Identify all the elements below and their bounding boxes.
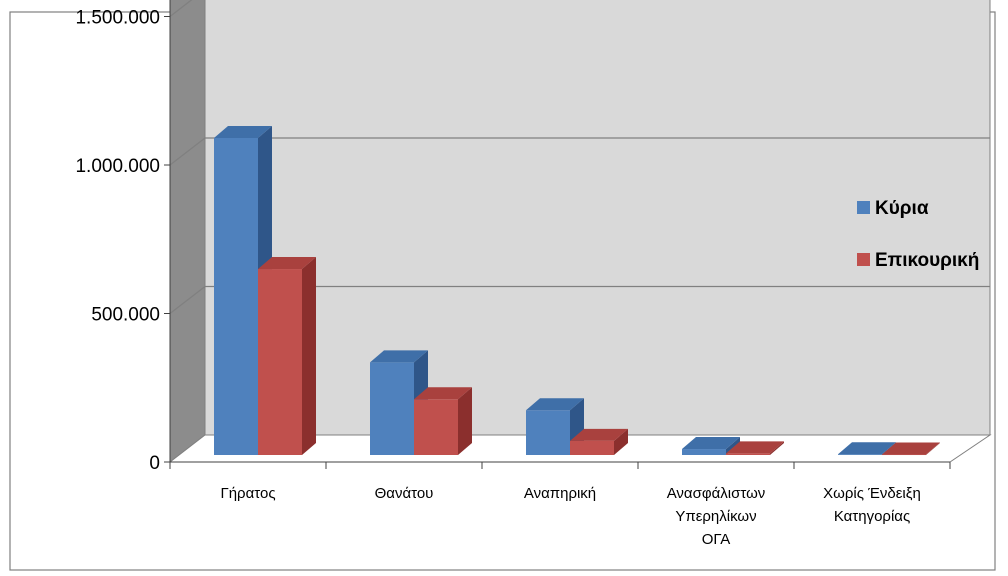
y-tick-label: 1.000.000 xyxy=(75,156,160,177)
legend-label: Επικουρική xyxy=(875,250,979,271)
bar-top xyxy=(838,442,896,455)
category-label: Χωρίς Ένδειξη xyxy=(823,485,921,502)
bar-front xyxy=(726,453,770,455)
bar-front xyxy=(882,454,926,456)
bar-side xyxy=(458,387,472,455)
bar-top xyxy=(882,442,940,455)
bar-top xyxy=(414,387,472,400)
category-label: Ανασφάλιστων xyxy=(667,485,766,502)
y-tick-label: 1.500.000 xyxy=(75,8,160,29)
bar-front xyxy=(682,449,726,455)
bar-top xyxy=(526,398,584,411)
legend-swatch xyxy=(857,253,870,266)
bar-front xyxy=(214,138,258,455)
bar-front xyxy=(258,269,302,455)
category-label: Αναπηρική xyxy=(524,485,596,502)
gridline-side xyxy=(169,137,206,166)
bar-top xyxy=(214,126,272,138)
back-wall xyxy=(204,0,991,436)
category-label: Κατηγορίας xyxy=(834,508,910,525)
legend-label: Κύρια xyxy=(875,198,929,219)
bar-side xyxy=(614,428,628,455)
bar-front xyxy=(370,362,414,455)
bar-side xyxy=(770,441,784,455)
bar-front xyxy=(838,454,882,455)
bar-top xyxy=(370,350,428,363)
y-tick-label: 500.000 xyxy=(91,305,160,326)
category-label: Γήρατος xyxy=(220,485,275,502)
bar-top xyxy=(682,437,740,450)
bar-front xyxy=(570,440,614,455)
bar-side xyxy=(926,442,940,455)
y-tick-label: 0 xyxy=(149,453,160,474)
bar-side xyxy=(302,257,316,455)
bar-top xyxy=(726,441,784,454)
category-label: ΟΓΑ xyxy=(702,531,731,548)
bar-top xyxy=(570,428,628,441)
bar-top xyxy=(258,257,316,270)
category-label: Υπερηλίκων xyxy=(675,508,756,525)
side-wall xyxy=(169,0,206,464)
category-label: Θανάτου xyxy=(375,485,434,502)
gridline-side xyxy=(169,285,206,315)
bar-front xyxy=(526,410,570,455)
legend-swatch xyxy=(857,201,870,214)
gridline-side xyxy=(169,0,193,18)
bar-front xyxy=(414,399,458,455)
